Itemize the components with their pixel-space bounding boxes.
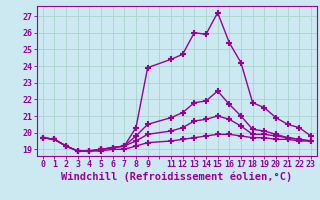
X-axis label: Windchill (Refroidissement éolien,°C): Windchill (Refroidissement éolien,°C) [61, 172, 292, 182]
